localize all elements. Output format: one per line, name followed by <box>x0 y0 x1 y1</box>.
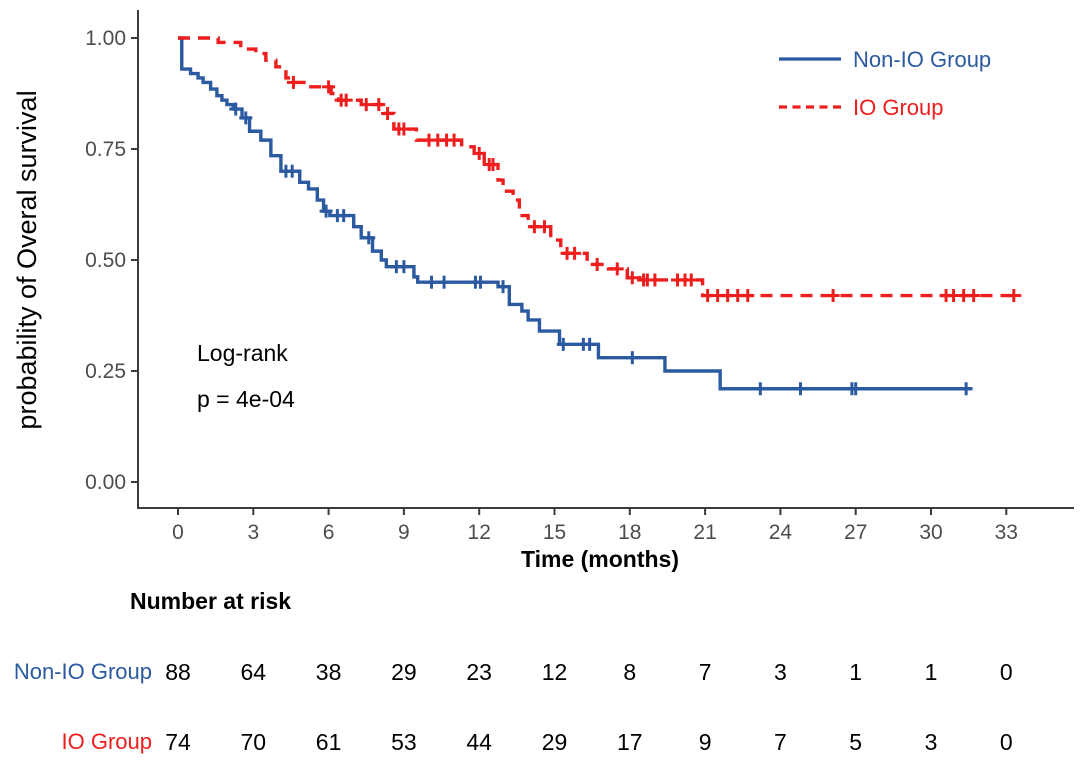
risk-count-cell: 0 <box>999 729 1013 755</box>
risk-count-cell: 88 <box>165 659 191 685</box>
risk-count-cell: 5 <box>849 729 863 755</box>
risk-count-cell: 3 <box>924 729 938 755</box>
y-tick-label: 0.50 <box>85 249 126 272</box>
x-tick-label: 0 <box>172 521 184 544</box>
y-tick-label: 1.00 <box>85 27 126 50</box>
x-tick-label: 3 <box>247 521 259 544</box>
x-axis-title: Time (months) <box>521 546 679 572</box>
y-tick-label: 0.25 <box>85 360 126 383</box>
risk-row-label-io: IO Group <box>61 729 152 754</box>
x-tick-label: 18 <box>618 521 641 544</box>
x-tick-label: 33 <box>995 521 1018 544</box>
risk-count-cell: 7 <box>773 729 787 755</box>
x-tick-label: 15 <box>543 521 566 544</box>
risk-count-cell: 3 <box>773 659 787 685</box>
risk-count-cell: 70 <box>240 729 267 755</box>
km-curve-non-io-group <box>178 36 972 391</box>
risk-count-cell: 74 <box>165 729 191 755</box>
risk-row-non-io: Non-IO Group 88 64 38 29 23 12 8 7 3 1 1 0 <box>0 658 1080 686</box>
censor-marks-non-io-group <box>229 102 973 396</box>
x-tick-label: 6 <box>323 521 335 544</box>
survival-plot: 0 3 6 9 12 15 18 21 24 27 30 33 0.00 0.25 0.50 0.75 1.00… <box>12 10 1074 572</box>
risk-count-cell: 12 <box>541 659 568 685</box>
risk-row-io: IO Group 74 70 61 53 44 29 17 9 7 5 3 0 <box>0 728 1080 756</box>
pvalue-annotation: p = 4e-04 <box>197 386 295 412</box>
legend-label-io: IO Group <box>853 95 943 120</box>
y-axis-title: probability of Overal survival <box>12 90 42 429</box>
x-tick-label: 21 <box>693 521 716 544</box>
logrank-annotation: Log-rank <box>197 340 288 366</box>
risk-count-cell: 53 <box>391 729 417 755</box>
risk-table-title: Number at risk <box>130 588 292 614</box>
y-tick-label: 0.00 <box>85 471 126 494</box>
risk-count-cell: 29 <box>391 659 417 685</box>
x-tick-label: 24 <box>769 521 793 544</box>
y-tick-label: 0.75 <box>85 138 126 161</box>
series-curves <box>178 36 1022 396</box>
risk-count-cell: 9 <box>698 729 712 755</box>
risk-count-cell: 1 <box>924 659 938 685</box>
risk-count-cell: 7 <box>698 659 712 685</box>
x-tick-label: 12 <box>468 521 491 544</box>
legend: Non-IO Group IO Group <box>779 47 991 120</box>
risk-count-cell: 38 <box>315 659 342 685</box>
axes: 0 3 6 9 12 15 18 21 24 27 30 33 0.00 0.25 0.50 0.75 1.00 <box>85 10 1074 544</box>
x-tick-label: 9 <box>398 521 410 544</box>
risk-count-cell: 61 <box>315 729 342 755</box>
risk-count-cell: 0 <box>999 659 1013 685</box>
km-curve-io-group <box>178 36 1022 298</box>
risk-count-cell: 8 <box>623 659 637 685</box>
risk-count-cell: 17 <box>617 729 643 755</box>
risk-count-cell: 23 <box>466 659 492 685</box>
risk-count-cell: 44 <box>466 729 492 755</box>
risk-count-cell: 1 <box>849 659 863 685</box>
risk-count-cell: 64 <box>240 659 267 685</box>
legend-label-non-io: Non-IO Group <box>853 47 991 72</box>
risk-count-cell: 29 <box>541 729 568 755</box>
x-tick-label: 30 <box>919 521 942 544</box>
x-tick-label: 27 <box>844 521 867 544</box>
censor-marks-io-group <box>286 75 1021 303</box>
risk-row-label-non-io: Non-IO Group <box>13 659 152 684</box>
